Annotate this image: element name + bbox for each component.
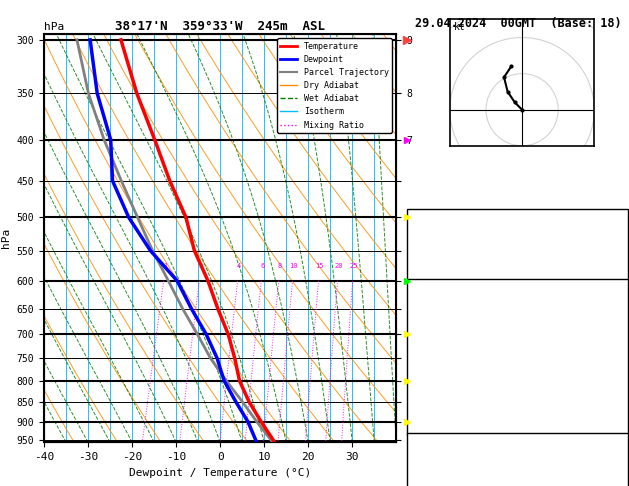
Text: 29.04.2024  00GMT  (Base: 18): 29.04.2024 00GMT (Base: 18) bbox=[415, 17, 621, 30]
Text: K                  26: K 26 bbox=[413, 225, 543, 234]
FancyBboxPatch shape bbox=[407, 209, 628, 281]
Text: Pressure (mb) 984: Pressure (mb) 984 bbox=[413, 469, 519, 479]
Text: Totals Totals  45: Totals Totals 45 bbox=[413, 245, 519, 255]
Text: 2: 2 bbox=[199, 263, 203, 269]
Text: 10: 10 bbox=[289, 263, 298, 269]
FancyBboxPatch shape bbox=[407, 279, 628, 435]
Text: kt: kt bbox=[454, 22, 465, 32]
FancyBboxPatch shape bbox=[407, 433, 628, 486]
Text: 20: 20 bbox=[334, 263, 343, 269]
Text: 25: 25 bbox=[349, 263, 358, 269]
X-axis label: Dewpoint / Temperature (°C): Dewpoint / Temperature (°C) bbox=[129, 468, 311, 478]
Y-axis label: hPa: hPa bbox=[1, 228, 11, 248]
Text: hPa: hPa bbox=[44, 22, 64, 32]
Text: 4: 4 bbox=[237, 263, 241, 269]
Text: Lifted Index    4: Lifted Index 4 bbox=[413, 378, 519, 388]
Text: CAPE (J)        72: CAPE (J) 72 bbox=[413, 399, 525, 409]
Text: 8: 8 bbox=[278, 263, 282, 269]
Y-axis label: km
ASL: km ASL bbox=[436, 238, 454, 260]
Text: © weatheronline.co.uk: © weatheronline.co.uk bbox=[455, 473, 579, 484]
Text: Temp (°C)       14.4: Temp (°C) 14.4 bbox=[413, 315, 537, 325]
Text: θₑ(K)              310: θₑ(K) 310 bbox=[413, 357, 550, 367]
Text: Dewp (°C)       9.7: Dewp (°C) 9.7 bbox=[413, 336, 531, 346]
Text: 1: 1 bbox=[163, 263, 167, 269]
Legend: Temperature, Dewpoint, Parcel Trajectory, Dry Adiabat, Wet Adiabat, Isotherm, Mi: Temperature, Dewpoint, Parcel Trajectory… bbox=[277, 38, 392, 133]
Title: 38°17'N  359°33'W  245m  ASL: 38°17'N 359°33'W 245m ASL bbox=[115, 20, 325, 33]
Text: Surface: Surface bbox=[496, 295, 539, 304]
Text: 6: 6 bbox=[260, 263, 265, 269]
Text: PW (cm)       2.15: PW (cm) 2.15 bbox=[413, 266, 525, 276]
Text: Most Unstable: Most Unstable bbox=[477, 448, 558, 458]
Text: CIN (J)           0: CIN (J) 0 bbox=[413, 419, 531, 430]
Text: 15: 15 bbox=[315, 263, 324, 269]
